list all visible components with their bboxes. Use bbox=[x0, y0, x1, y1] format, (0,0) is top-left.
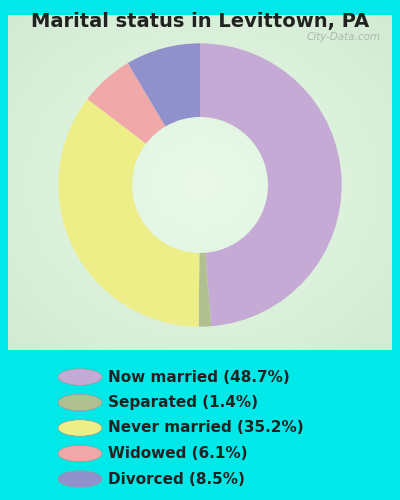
Text: Never married (35.2%): Never married (35.2%) bbox=[108, 420, 304, 436]
Circle shape bbox=[58, 420, 102, 436]
Text: City-Data.com: City-Data.com bbox=[306, 32, 380, 42]
Text: Marital status in Levittown, PA: Marital status in Levittown, PA bbox=[31, 12, 369, 32]
Text: Now married (48.7%): Now married (48.7%) bbox=[108, 370, 290, 384]
Wedge shape bbox=[199, 253, 211, 326]
Text: Widowed (6.1%): Widowed (6.1%) bbox=[108, 446, 248, 461]
Text: Divorced (8.5%): Divorced (8.5%) bbox=[108, 472, 245, 486]
Text: Separated (1.4%): Separated (1.4%) bbox=[108, 395, 258, 410]
Circle shape bbox=[58, 394, 102, 411]
Wedge shape bbox=[58, 99, 199, 326]
Circle shape bbox=[58, 445, 102, 462]
Wedge shape bbox=[88, 63, 165, 144]
Circle shape bbox=[58, 471, 102, 487]
Wedge shape bbox=[128, 44, 200, 126]
Circle shape bbox=[58, 369, 102, 385]
Wedge shape bbox=[200, 44, 342, 326]
